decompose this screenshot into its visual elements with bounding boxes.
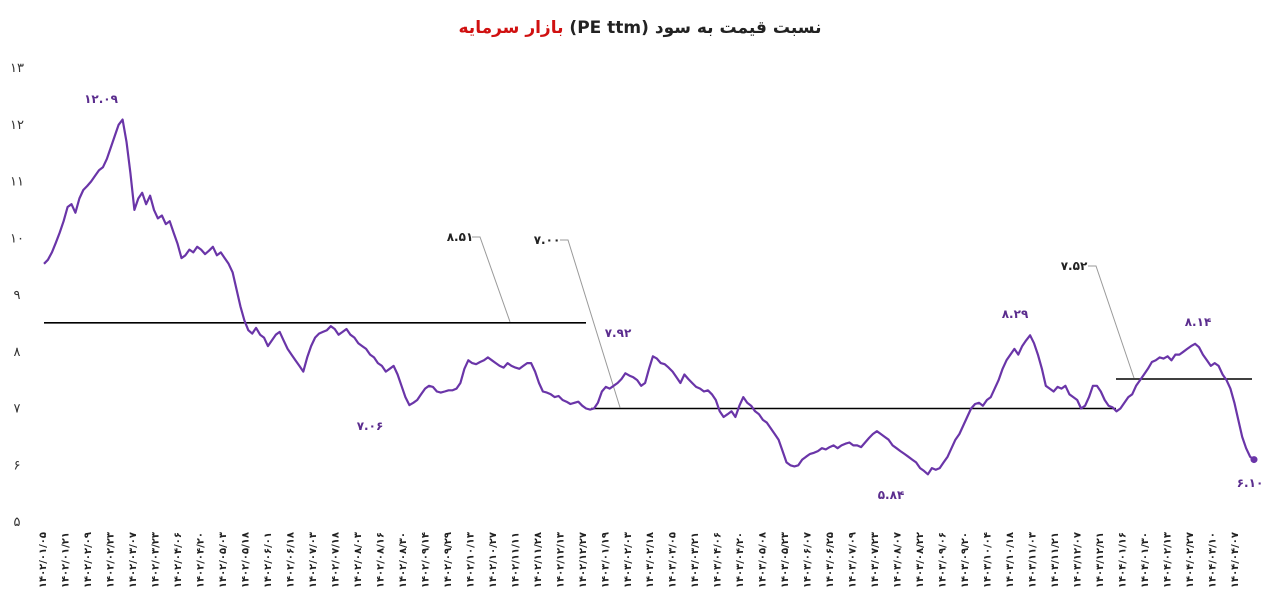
reference-label: ۸.۵۱ bbox=[447, 230, 474, 244]
x-axis: ۱۴۰۲/۰۱/۰۵ ۱۴۰۲/۰۱/۲۱ ۱۴۰۲/۰۲/۰۹ ۱۴۰۲/۰۲/۲۳… bbox=[38, 532, 1241, 588]
x-tick-label: ۱۴۰۲/۰۷/۱۸ bbox=[330, 532, 341, 588]
data-label: ۷.۹۲ bbox=[605, 326, 632, 340]
data-label: ۸.۲۹ bbox=[1002, 307, 1029, 321]
x-tick-label: ۱۴۰۲/۱۰/۱۳ bbox=[465, 532, 476, 588]
x-tick-label: ۱۴۰۲/۰۸/۳۰ bbox=[398, 532, 409, 588]
x-tick-label: ۱۴۰۴/۰۱/۱۶ bbox=[1118, 532, 1129, 588]
x-tick-label: ۱۴۰۲/۰۵/۱۸ bbox=[240, 532, 251, 588]
chart-title: نسبت قیمت به سود (PE ttm) بازار سرمایه bbox=[0, 18, 1280, 38]
y-tick-label: ۱۳ bbox=[10, 61, 24, 76]
x-tick-label: ۱۴۰۳/۰۴/۰۶ bbox=[713, 532, 724, 588]
last-point-marker bbox=[1250, 456, 1258, 464]
series-layer bbox=[43, 118, 1258, 476]
x-tick-label: ۱۴۰۴/۰۱/۳۰ bbox=[1140, 532, 1151, 588]
x-tick-label: ۱۴۰۲/۰۳/۰۷ bbox=[128, 532, 139, 588]
x-tick-label: ۱۴۰۲/۱۰/۲۷ bbox=[488, 532, 499, 588]
x-tick-label: ۱۴۰۲/۰۹/۲۹ bbox=[443, 532, 454, 588]
data-label: ۷.۰۶ bbox=[357, 419, 384, 433]
x-tick-label: ۱۴۰۲/۰۵/۰۳ bbox=[218, 532, 229, 588]
x-tick-label: ۱۴۰۳/۰۷/۲۳ bbox=[870, 532, 881, 588]
x-tick-label: ۱۴۰۳/۰۳/۲۱ bbox=[690, 532, 701, 588]
x-tick-label: ۱۴۰۳/۰۸/۰۷ bbox=[893, 532, 904, 588]
y-tick-label: ۹ bbox=[14, 288, 21, 303]
x-tick-label: ۱۴۰۲/۰۷/۰۳ bbox=[308, 532, 319, 588]
y-tick-label: ۱۰ bbox=[10, 231, 24, 246]
x-tick-label: ۱۴۰۳/۱۲/۲۱ bbox=[1095, 532, 1106, 588]
x-tick-label: ۱۴۰۳/۰۸/۲۲ bbox=[915, 532, 926, 588]
y-tick-label: ۸ bbox=[14, 345, 21, 360]
pe-series-line bbox=[43, 118, 1255, 476]
reference-label: ۷.۵۲ bbox=[1061, 259, 1088, 273]
x-tick-label: ۱۴۰۳/۰۵/۰۸ bbox=[758, 532, 769, 588]
reference-lines: ۸.۵۱ ۷.۰۰ ۷.۵۲ bbox=[44, 230, 1252, 410]
x-tick-label: ۱۴۰۳/۰۶/۲۵ bbox=[825, 532, 836, 588]
x-tick-label: ۱۴۰۳/۰۲/۱۸ bbox=[645, 532, 656, 588]
x-tick-label: ۱۴۰۳/۰۱/۱۹ bbox=[600, 532, 611, 588]
x-tick-label: ۱۴۰۴/۰۲/۱۳ bbox=[1163, 532, 1174, 588]
data-label: ۸.۱۴ bbox=[1185, 315, 1212, 329]
x-tick-label: ۱۴۰۳/۱۱/۲۱ bbox=[1050, 532, 1061, 588]
y-axis: ۵ ۶ ۷ ۸ ۹ ۱۰ ۱۱ ۱۲ ۱۳ bbox=[10, 61, 24, 530]
x-tick-label: ۱۴۰۳/۰۵/۲۳ bbox=[780, 532, 791, 588]
x-tick-label: ۱۴۰۲/۰۲/۲۳ bbox=[105, 532, 116, 588]
reference-label: ۷.۰۰ bbox=[534, 233, 561, 247]
x-tick-label: ۱۴۰۲/۱۲/۲۷ bbox=[578, 532, 589, 588]
x-tick-label: ۱۴۰۲/۰۱/۰۵ bbox=[38, 532, 49, 588]
x-tick-label: ۱۴۰۲/۱۱/۲۸ bbox=[533, 532, 544, 588]
reference-leader bbox=[472, 236, 511, 322]
x-tick-label: ۱۴۰۲/۰۹/۱۴ bbox=[420, 532, 431, 588]
reference-leader bbox=[560, 239, 621, 408]
x-tick-label: ۱۴۰۳/۱۰/۱۸ bbox=[1005, 532, 1016, 588]
x-tick-label: ۱۴۰۲/۱۱/۱۱ bbox=[510, 532, 521, 588]
y-tick-label: ۶ bbox=[14, 458, 21, 473]
data-label: ۶.۱۰ bbox=[1237, 476, 1264, 490]
x-tick-label: ۱۴۰۲/۰۶/۱۸ bbox=[285, 532, 296, 588]
x-tick-label: ۱۴۰۲/۰۸/۱۶ bbox=[375, 532, 386, 588]
x-tick-label: ۱۴۰۴/۰۲/۲۷ bbox=[1185, 532, 1196, 588]
y-tick-label: ۱۱ bbox=[10, 175, 24, 190]
x-tick-label: ۱۴۰۳/۰۲/۰۳ bbox=[623, 532, 634, 588]
x-tick-label: ۱۴۰۲/۰۴/۰۶ bbox=[173, 532, 184, 588]
y-tick-label: ۷ bbox=[14, 402, 21, 417]
x-tick-label: ۱۴۰۳/۰۴/۲۰ bbox=[735, 532, 746, 588]
annotations-layer: ۱۲.۰۹ ۷.۰۶ ۷.۹۲ ۵.۸۴ ۸.۲۹ ۸.۱۴ ۶.۱۰ bbox=[84, 92, 1263, 502]
x-tick-label: ۱۴۰۳/۱۱/۰۳ bbox=[1028, 532, 1039, 588]
x-tick-label: ۱۴۰۲/۱۲/۱۳ bbox=[555, 532, 566, 588]
x-tick-label: ۱۴۰۲/۰۴/۲۰ bbox=[195, 532, 206, 588]
x-tick-label: ۱۴۰۲/۰۱/۲۱ bbox=[60, 532, 71, 588]
x-tick-label: ۱۴۰۳/۰۳/۰۵ bbox=[668, 532, 679, 588]
y-tick-label: ۵ bbox=[14, 515, 21, 530]
reference-leader bbox=[1088, 265, 1135, 379]
chart-title-main: نسبت قیمت به سود (PE ttm) bbox=[569, 18, 822, 38]
x-tick-label: ۱۴۰۳/۱۲/۰۷ bbox=[1073, 532, 1084, 588]
x-tick-label: ۱۴۰۳/۰۷/۰۹ bbox=[848, 532, 859, 588]
x-tick-label: ۱۴۰۳/۰۶/۰۷ bbox=[803, 532, 814, 588]
chart-title-highlight: بازار سرمایه bbox=[458, 18, 564, 38]
x-tick-label: ۱۴۰۲/۰۲/۰۹ bbox=[83, 532, 94, 588]
x-tick-label: ۱۴۰۳/۰۹/۲۰ bbox=[960, 532, 971, 588]
x-tick-label: ۱۴۰۲/۰۸/۰۳ bbox=[353, 532, 364, 588]
x-tick-label: ۱۴۰۳/۰۹/۰۶ bbox=[938, 532, 949, 588]
x-tick-label: ۱۴۰۴/۰۴/۰۷ bbox=[1230, 532, 1241, 588]
y-tick-label: ۱۲ bbox=[10, 118, 24, 133]
data-label: ۱۲.۰۹ bbox=[84, 92, 119, 106]
x-tick-label: ۱۴۰۲/۰۳/۲۳ bbox=[150, 532, 161, 588]
x-tick-label: ۱۴۰۴/۰۳/۱۰ bbox=[1208, 532, 1219, 588]
x-tick-label: ۱۴۰۳/۱۰/۰۴ bbox=[983, 532, 994, 588]
data-label: ۵.۸۴ bbox=[878, 488, 905, 502]
x-tick-label: ۱۴۰۲/۰۶/۰۱ bbox=[263, 532, 274, 588]
